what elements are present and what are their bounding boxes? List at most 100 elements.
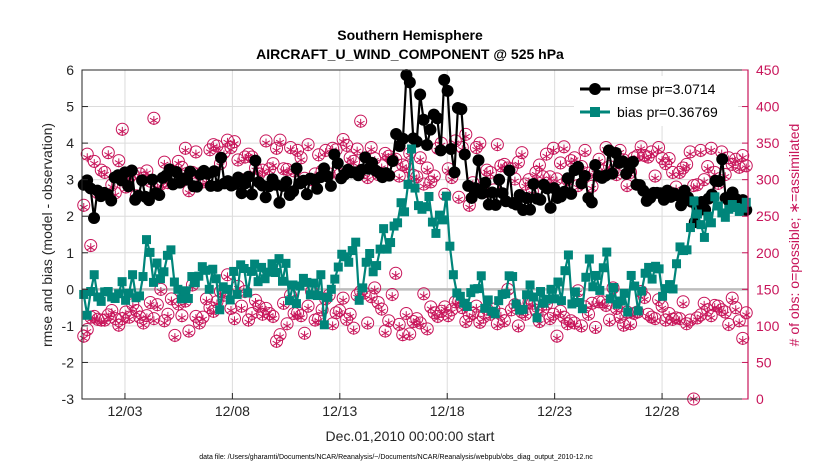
obs-assimilated-low-marker — [374, 300, 383, 310]
obs-assimilated-low-marker — [104, 312, 113, 322]
obs-assimilated-low-marker — [160, 318, 169, 328]
rmse-point — [431, 112, 444, 125]
x-tick-label: 12/03 — [107, 403, 142, 419]
bias-point — [570, 287, 580, 297]
obs-assimilated-marker — [475, 140, 484, 150]
bias-point — [574, 297, 584, 307]
obs-count-markers — [77, 111, 753, 406]
obs-assimilated-marker — [682, 162, 691, 172]
legend-bias-marker — [590, 107, 600, 117]
rmse-point — [396, 132, 409, 145]
obs-assimilated-marker — [230, 139, 239, 149]
bias-point — [682, 245, 692, 255]
rmse-point — [585, 196, 598, 209]
bias-point — [253, 277, 263, 287]
bias-point — [190, 278, 200, 288]
obs-assimilated-low-marker — [275, 332, 285, 342]
legend-box — [574, 76, 738, 126]
obs-assimilated-marker — [693, 182, 702, 192]
obs-assimilated-low-marker — [370, 285, 379, 295]
obs-assimilated-low-marker — [594, 299, 604, 309]
obs-assimilated-marker — [296, 155, 306, 165]
y-tick-label: -3 — [62, 391, 75, 407]
rmse-point — [716, 153, 729, 166]
obs-assimilated-low-marker — [472, 303, 481, 313]
obs-assimilated-low-marker — [409, 319, 418, 329]
obs-assimilated-marker — [100, 170, 109, 180]
obs-assimilated-marker — [430, 173, 439, 183]
data-file-footer: data file: /Users/gharamti/Documents/NCA… — [199, 454, 593, 461]
obs-assimilated-marker — [650, 173, 660, 183]
bias-point — [326, 284, 336, 294]
bias-point — [494, 296, 504, 306]
bias-point — [152, 258, 162, 268]
rmse-point — [589, 159, 602, 172]
obs-assimilated-marker — [622, 183, 632, 193]
bias-point — [434, 210, 444, 220]
obs-assimilated-low-marker — [346, 311, 355, 321]
bias-point — [288, 280, 298, 290]
bias-series — [79, 144, 751, 330]
obs-assimilated-low-marker — [293, 310, 302, 320]
bias-point — [257, 262, 267, 272]
bias-point — [424, 191, 434, 201]
bias-point — [672, 259, 682, 269]
rmse-point — [438, 73, 451, 86]
obs-assimilated-marker — [275, 137, 285, 147]
obs-assimilated-marker — [531, 170, 541, 180]
obs-assimilated-marker — [731, 156, 740, 166]
bias-point — [260, 274, 270, 284]
obs-assimilated-low-marker — [714, 303, 723, 313]
obs-assimilated-marker — [549, 145, 558, 155]
obs-assimilated-marker — [668, 170, 677, 180]
obs-assimilated-marker — [636, 144, 646, 154]
obs-assimilated-low-marker — [268, 314, 278, 324]
obs-assimilated-low-marker — [703, 307, 712, 317]
bias-point — [229, 266, 239, 276]
bias-point — [724, 204, 734, 214]
bias-point — [305, 290, 315, 300]
bias-point — [128, 270, 138, 280]
bias-point — [699, 232, 709, 242]
rmse-point — [280, 175, 293, 188]
bias-point — [232, 289, 242, 299]
obs-assimilated-marker — [363, 175, 372, 185]
bias-point — [330, 274, 340, 284]
bias-point — [410, 183, 420, 193]
y-axis-label: rmse and bias (model - observation) — [39, 123, 55, 347]
bias-point — [536, 287, 546, 297]
rmse-point — [259, 191, 272, 204]
rmse-point — [565, 187, 578, 200]
obs-assimilated-low-marker — [738, 336, 747, 346]
obs-assimilated-low-marker — [619, 322, 628, 332]
rmse-point — [146, 173, 159, 186]
chart-subtitle: AIRCRAFT_U_WIND_COMPONENT @ 525 hPa — [256, 46, 564, 62]
obs-assimilated-low-marker — [391, 270, 400, 280]
legend-rmse-marker — [589, 83, 601, 95]
bias-point — [529, 292, 539, 302]
obs-assimilated-marker — [346, 155, 355, 165]
obs-assimilated-marker — [104, 150, 113, 160]
obs-assimilated-low-marker — [384, 318, 393, 328]
y-tick-label: 5 — [66, 99, 74, 115]
rmse-point — [475, 187, 488, 200]
obs-assimilated-marker — [226, 145, 236, 155]
rmse-point — [215, 151, 228, 164]
obs-assimilated-low-marker — [686, 317, 695, 327]
obs-assimilated-low-marker — [402, 311, 411, 321]
obs-assimilated-marker — [261, 138, 271, 148]
bias-point — [476, 271, 486, 281]
bias-point — [598, 263, 608, 273]
bias-point — [455, 291, 465, 301]
obs-assimilated-low-marker — [591, 325, 600, 335]
obs-assimilated-marker — [423, 165, 432, 175]
bias-point — [124, 288, 134, 298]
obs-assimilated-low-marker — [247, 311, 257, 321]
obs-assimilated-low-marker — [601, 303, 611, 313]
bias-point — [393, 218, 403, 228]
bias-point — [291, 299, 301, 309]
obs-assimilated-low-marker — [724, 322, 733, 332]
y-tick-label: 3 — [66, 172, 74, 188]
rmse-point — [479, 176, 492, 189]
